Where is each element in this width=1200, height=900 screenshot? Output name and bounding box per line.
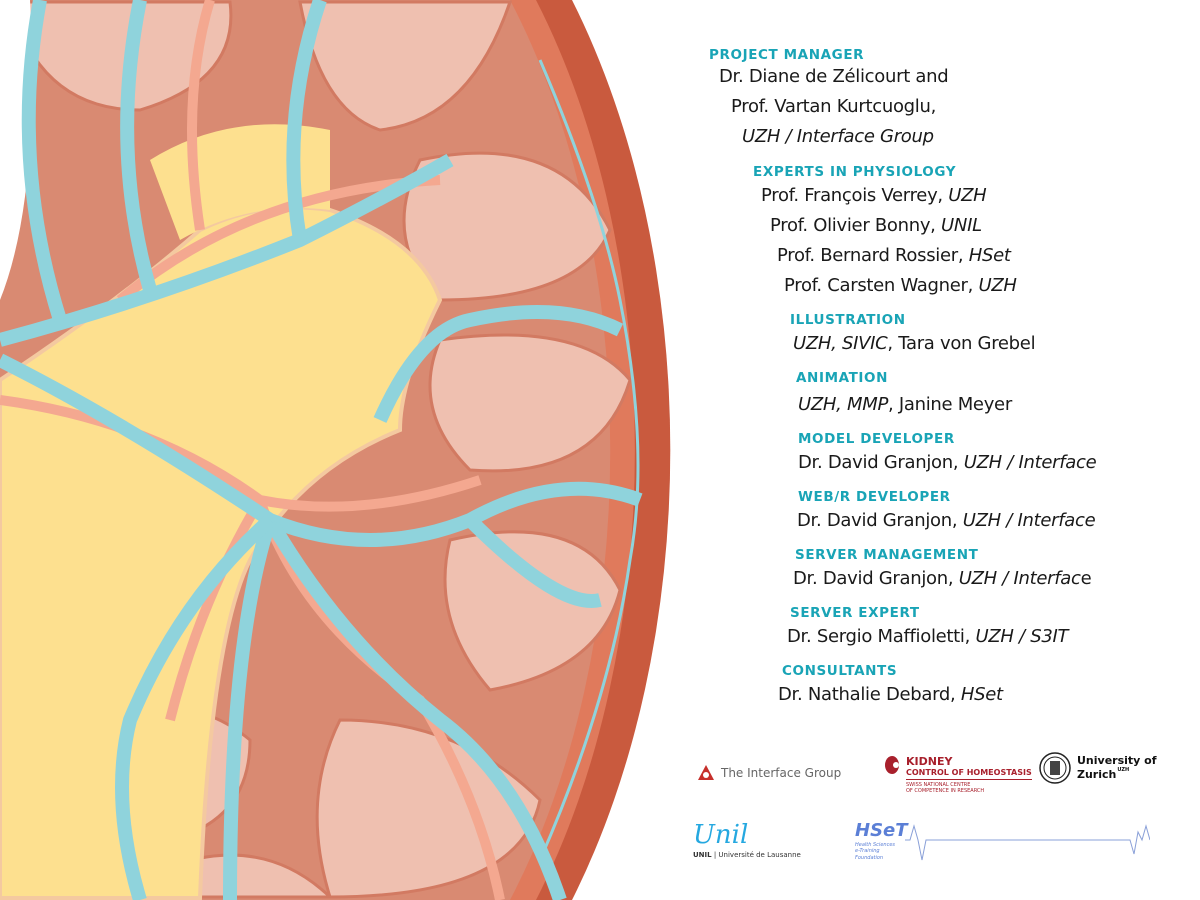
credit-text: Dr. Nathalie Debard, — [778, 684, 961, 705]
hset-sub-2: e-Training — [855, 848, 880, 855]
unil-caption-bold: UNIL — [693, 851, 712, 860]
credit-text: UZH, MMP — [798, 394, 888, 415]
credit-line: Dr. David Granjon, UZH / Interface — [797, 510, 1096, 532]
credit-text: , Tara von Grebel — [887, 333, 1036, 354]
credit-text: UZH / Interfac — [958, 568, 1081, 589]
uzh-logo: University of ZurichUZH — [1039, 752, 1157, 784]
credit-line: UZH, SIVIC, Tara von Grebel — [793, 333, 1036, 355]
credit-text: Prof. Bernard Rossier, — [777, 245, 969, 266]
section-heading: ILLUSTRATION — [790, 312, 906, 328]
interface-triangle-icon — [698, 765, 714, 780]
section-heading: EXPERTS IN PHYSIOLOGY — [753, 164, 957, 180]
section-heading: SERVER MANAGEMENT — [795, 547, 979, 563]
hset-sub-3: Foundation — [855, 854, 884, 861]
unil-caption: | Université de Lausanne — [711, 851, 801, 860]
credit-line: Dr. Sergio Maffioletti, UZH / S3IT — [787, 626, 1069, 648]
credit-line: UZH / Interface Group — [742, 126, 934, 148]
interface-group-label: The Interface Group — [721, 765, 842, 780]
hset-title: HSeT — [855, 820, 908, 841]
section-heading: MODEL DEVELOPER — [798, 431, 955, 447]
credit-text: Dr. Sergio Maffioletti, — [787, 626, 976, 647]
uzh-name-line-1: University of — [1077, 754, 1157, 768]
veins — [0, 0, 643, 900]
section-heading: ANIMATION — [796, 370, 889, 386]
credit-line: Dr. Nathalie Debard, HSet — [778, 684, 1003, 706]
credit-line: Dr. David Granjon, UZH / Interface — [798, 452, 1097, 474]
credit-text: UZH — [978, 275, 1017, 296]
uzh-name-line-2: Zurich — [1077, 768, 1117, 781]
kidney-note-1: SWISS NATIONAL CENTRE — [906, 781, 971, 788]
credit-line: Prof. Olivier Bonny, UNIL — [770, 215, 982, 237]
section-heading: WEB/R DEVELOPER — [798, 489, 951, 505]
credit-text: Prof. Vartan Kurtcuoglu, — [731, 96, 937, 117]
credit-text: UZH, SIVIC — [793, 333, 888, 354]
credit-text: Dr. David Granjon, — [798, 452, 964, 473]
credit-text: HSet — [960, 684, 1003, 705]
kidney-title: KIDNEY — [906, 755, 953, 768]
kidney-icon — [885, 756, 899, 774]
credit-text: UZH / Interface — [962, 510, 1096, 531]
interface-group-logo: The Interface Group — [697, 764, 841, 782]
credit-text: , Janine Meyer — [888, 394, 1012, 415]
credit-text: Prof. Olivier Bonny, — [770, 215, 942, 236]
credit-line: Prof. Carsten Wagner, UZH — [784, 275, 1017, 297]
credit-line: UZH, MMP, Janine Meyer — [798, 394, 1012, 416]
credit-text: e — [1080, 568, 1092, 589]
uzh-superscript: UZH — [1117, 767, 1130, 773]
kidney-note-2: OF COMPETENCE IN RESEARCH — [906, 787, 985, 794]
credit-text: Dr. Diane de Zélicourt and — [719, 66, 949, 87]
pyramids — [8, 0, 632, 899]
credit-text: Prof. François Verrey, — [761, 185, 949, 206]
credit-line: Dr. David Granjon, UZH / Interface — [793, 568, 1092, 590]
section-heading: PROJECT MANAGER — [709, 47, 865, 63]
unil-logo: Unil UNIL | Université de Lausanne — [693, 820, 801, 860]
hset-sub-1: Health Sciences — [855, 841, 895, 848]
kidney-illustration — [0, 0, 671, 900]
credit-text: UZH / Interface Group — [742, 126, 934, 147]
capillary — [538, 59, 640, 861]
credit-text: HSet — [968, 245, 1011, 266]
unil-script: Unil — [693, 820, 749, 850]
credit-line: Prof. François Verrey, UZH — [761, 185, 987, 207]
credit-text: UZH / Interface — [963, 452, 1097, 473]
section-heading: CONSULTANTS — [782, 663, 898, 679]
credit-text: UZH — [948, 185, 987, 206]
kidney-subtitle: CONTROL OF HOMEOSTASIS — [906, 768, 1032, 780]
credit-line: Dr. Diane de Zélicourt and — [719, 66, 949, 88]
nccr-kidney-logo: KIDNEY CONTROL OF HOMEOSTASIS SWISS NATI… — [884, 755, 1032, 794]
ecg-line — [905, 824, 1150, 861]
credit-text: Dr. David Granjon, — [797, 510, 963, 531]
credit-line: Prof. Bernard Rossier, HSet — [777, 245, 1011, 267]
renal-pelvis — [0, 205, 443, 900]
credit-text: UZH / S3IT — [975, 626, 1069, 647]
credit-text: Prof. Carsten Wagner, — [784, 275, 979, 296]
credit-line: Prof. Vartan Kurtcuoglu, — [731, 96, 936, 118]
uzh-seal-icon — [1039, 752, 1071, 784]
credit-text: Dr. David Granjon, — [793, 568, 959, 589]
credit-text: UNIL — [941, 215, 982, 236]
section-heading: SERVER EXPERT — [790, 605, 920, 621]
hset-logo: HSeT Health Sciences e-Training Foundati… — [855, 820, 908, 861]
